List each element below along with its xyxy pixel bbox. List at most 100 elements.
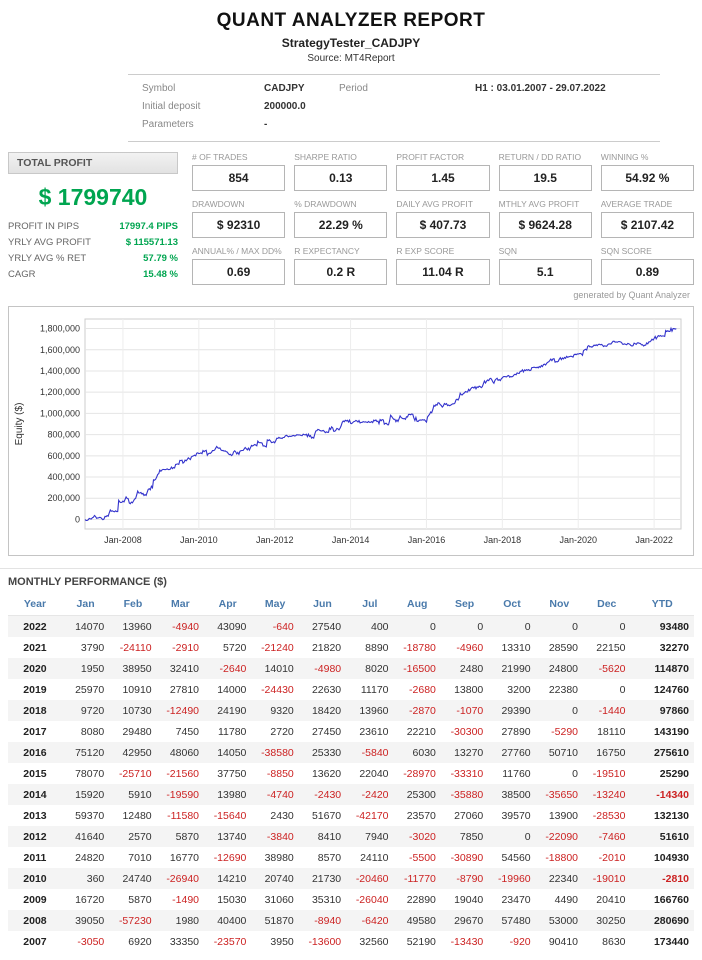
monthly-header-row: Year Jan Feb Mar Apr May Jun Jul Aug Sep Oct Nov Dec… bbox=[8, 593, 694, 616]
month-cell: 7010 bbox=[128, 851, 152, 864]
year-cell: 2011 bbox=[23, 851, 47, 864]
month-cell: -25710 bbox=[118, 767, 152, 780]
stat-caption: WINNING % bbox=[600, 152, 649, 162]
period-value: H1 : 03.01.2007 - 29.07.2022 bbox=[475, 83, 606, 94]
month-cell: 23610 bbox=[359, 725, 389, 738]
month-cell: 39570 bbox=[501, 809, 531, 822]
stat-caption: R EXP SCORE bbox=[396, 246, 455, 256]
stat-value-box: 54.92 % bbox=[600, 165, 694, 191]
month-cell: 21990 bbox=[501, 662, 531, 675]
month-cell: -3840 bbox=[266, 830, 294, 843]
svg-text:Jan-2022: Jan-2022 bbox=[635, 535, 673, 545]
month-cell: -22090 bbox=[545, 830, 579, 843]
parameters-value: - bbox=[264, 119, 268, 130]
month-cell: 2430 bbox=[270, 809, 294, 822]
column-header: Year bbox=[8, 593, 62, 616]
month-cell: 2570 bbox=[128, 830, 152, 843]
month-cell: 9320 bbox=[270, 704, 294, 717]
month-cell: -30890 bbox=[450, 851, 484, 864]
info-row-symbol: Symbol CADJPY Period H1 : 03.01.2007 - 2… bbox=[142, 83, 660, 94]
month-cell: 360 bbox=[86, 872, 105, 885]
svg-text:Jan-2018: Jan-2018 bbox=[484, 535, 522, 545]
svg-text:Jan-2012: Jan-2012 bbox=[256, 535, 294, 545]
stat-value: 57.79 % bbox=[143, 253, 178, 264]
stat-label: CAGR bbox=[8, 269, 36, 280]
stat-value-box: 11.04 R bbox=[396, 259, 490, 285]
month-cell: -38580 bbox=[261, 746, 294, 759]
stat-value-box: 0.69 bbox=[192, 259, 286, 285]
month-cell: -35650 bbox=[545, 788, 579, 801]
equity-chart-svg: 0 200,000 400,000 600,000 800,000 1,000,000 1,… bbox=[14, 318, 682, 545]
column-header: Jun bbox=[298, 593, 347, 616]
column-header: Apr bbox=[204, 593, 252, 616]
svg-text:800,000: 800,000 bbox=[47, 430, 80, 440]
month-cell: -2420 bbox=[361, 788, 389, 801]
month-cell: 16770 bbox=[169, 851, 200, 864]
month-cell: 52190 bbox=[406, 935, 436, 948]
column-header: Feb bbox=[109, 593, 157, 616]
stat-cell: PROFIT FACTOR 1.45 bbox=[396, 152, 490, 191]
month-cell: 5720 bbox=[223, 641, 247, 654]
column-header: Aug bbox=[393, 593, 441, 616]
month-cell: 29390 bbox=[501, 704, 531, 717]
period-label: Period bbox=[339, 83, 368, 94]
month-cell: 5910 bbox=[128, 788, 152, 801]
month-cell: -18800 bbox=[545, 851, 579, 864]
month-cell: -33310 bbox=[450, 767, 484, 780]
month-cell: 24820 bbox=[75, 851, 105, 864]
monthly-table-head: Year Jan Feb Mar Apr May Jun Jul Aug Sep Oct Nov Dec… bbox=[8, 593, 694, 616]
month-cell: -5840 bbox=[361, 746, 389, 759]
month-cell: 22040 bbox=[359, 767, 389, 780]
svg-text:0: 0 bbox=[75, 514, 80, 524]
total-profit-block: TOTAL PROFIT $ 1799740 PROFIT IN PIPS 179… bbox=[8, 152, 178, 285]
equity-chart: 0 200,000 400,000 600,000 800,000 1,000,000 1,… bbox=[8, 306, 694, 556]
month-cell: 13800 bbox=[454, 683, 484, 696]
month-cell: 13620 bbox=[311, 767, 342, 780]
month-cell: -13240 bbox=[592, 788, 626, 801]
ytd-cell: 97860 bbox=[659, 704, 689, 717]
month-cell: 37750 bbox=[217, 767, 247, 780]
stat-value-box: 5.1 bbox=[498, 259, 592, 285]
ytd-cell: 32270 bbox=[659, 641, 689, 654]
monthly-row: 2007 -3050 6920 33350 -23570 3950 -13600 32560 5… bbox=[8, 931, 694, 952]
month-cell: -3020 bbox=[409, 830, 436, 843]
month-cell: -2680 bbox=[409, 683, 436, 696]
month-cell: 7940 bbox=[365, 830, 389, 843]
monthly-row: 2009 16720 5870 -1490 15030 31060 35310 -26040 2… bbox=[8, 889, 694, 910]
year-cell: 2016 bbox=[23, 746, 47, 759]
month-cell: 23470 bbox=[501, 893, 531, 906]
month-cell: -19010 bbox=[592, 872, 626, 885]
month-cell: 78070 bbox=[75, 767, 105, 780]
month-cell: -23570 bbox=[213, 935, 247, 948]
column-header: May bbox=[251, 593, 299, 616]
year-cell: 2015 bbox=[23, 767, 47, 780]
month-cell: 8080 bbox=[80, 725, 105, 738]
month-cell: 2480 bbox=[459, 662, 484, 675]
total-profit-detail-row: CAGR 15.48 % bbox=[8, 269, 178, 280]
stat-cell: R EXP SCORE 11.04 R bbox=[396, 246, 490, 285]
ytd-cell: 143190 bbox=[653, 725, 689, 738]
month-cell: 10910 bbox=[122, 683, 152, 696]
total-profit-details: PROFIT IN PIPS 17997.4 PIPS YRLY AVG PROFI… bbox=[8, 221, 178, 280]
stat-value: 15.48 % bbox=[143, 269, 178, 280]
month-cell: 12480 bbox=[122, 809, 152, 822]
stat-caption: DAILY AVG PROFIT bbox=[396, 199, 473, 209]
stat-cell: R EXPECTANCY 0.2 R bbox=[294, 246, 388, 285]
month-cell: 51670 bbox=[311, 809, 342, 822]
month-cell: 15920 bbox=[75, 788, 105, 801]
month-cell: 14210 bbox=[217, 872, 247, 885]
ytd-cell: 124760 bbox=[653, 683, 689, 696]
month-cell: 23570 bbox=[406, 809, 436, 822]
monthly-row: 2017 8080 29480 7450 11780 2720 27450 23610 2221… bbox=[8, 721, 694, 742]
month-cell: 48060 bbox=[169, 746, 200, 759]
column-header: Oct bbox=[488, 593, 536, 616]
ytd-cell: 25290 bbox=[659, 767, 689, 780]
month-cell: 0 bbox=[572, 704, 579, 717]
month-cell: 24110 bbox=[360, 851, 389, 864]
stat-cell: AVERAGE TRADE $ 2107.42 bbox=[600, 199, 694, 238]
ytd-cell: 114870 bbox=[654, 662, 689, 675]
stat-caption: PROFIT FACTOR bbox=[396, 152, 465, 162]
month-cell: -640 bbox=[272, 620, 294, 633]
month-cell: 0 bbox=[524, 620, 531, 633]
month-cell: 28590 bbox=[548, 641, 579, 654]
